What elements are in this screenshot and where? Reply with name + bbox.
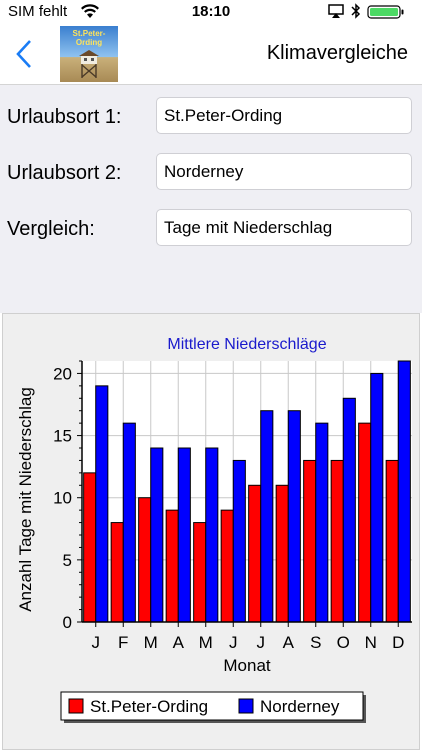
x-tick-label: A	[283, 633, 295, 652]
carrier-text: SIM fehlt	[8, 3, 68, 20]
x-tick-label: M	[144, 633, 158, 652]
x-tick-label: J	[257, 633, 266, 652]
bar-norderney	[287, 410, 301, 623]
bar-st-peter-ording	[248, 484, 262, 623]
bar-st-peter-ording	[385, 459, 399, 623]
comparison-form: Urlaubsort 1: St.Peter-Ording Urlaubsort…	[0, 85, 422, 313]
legend	[60, 691, 364, 721]
plot-area	[82, 361, 412, 622]
y-tick-label: 5	[63, 551, 72, 570]
x-tick-label: D	[392, 633, 404, 652]
back-chevron-icon[interactable]	[14, 38, 34, 70]
x-tick-label: F	[118, 633, 128, 652]
bar-st-peter-ording	[138, 497, 152, 623]
bar-st-peter-ording	[358, 422, 372, 623]
y-tick-label: 0	[63, 613, 72, 632]
airplay-icon	[328, 4, 344, 18]
bar-st-peter-ording	[110, 522, 124, 623]
bar-st-peter-ording	[330, 459, 344, 623]
status-time: 18:10	[191, 3, 231, 20]
x-tick-label: O	[337, 633, 350, 652]
y-axis-label: Anzahl Tage mit Niederschlag	[16, 387, 35, 612]
navigation-bar: St.Peter-Ording Klimavergleiche	[0, 24, 422, 85]
location-1-field[interactable]: St.Peter-Ording	[156, 97, 412, 134]
bar-norderney	[397, 360, 411, 623]
x-tick-label: N	[365, 633, 377, 652]
legend-swatch-st-peter-ording	[68, 698, 84, 714]
bar-st-peter-ording	[193, 522, 207, 623]
bar-st-peter-ording	[275, 484, 289, 623]
x-tick-label: S	[310, 633, 321, 652]
chart-title: Mittlere Niederschläge	[167, 336, 326, 353]
chart-panel: Mittlere Niederschläge 0 5 10 15 20 J F M A M J J A S O…	[2, 313, 420, 750]
bar-norderney	[232, 459, 246, 623]
x-tick-label: J	[92, 633, 101, 652]
thumbnail-title: St.Peter-Ording	[72, 29, 106, 47]
comparison-label: Vergleich:	[7, 218, 95, 240]
location-thumbnail: St.Peter-Ording	[60, 26, 118, 82]
bar-st-peter-ording	[220, 509, 234, 623]
stilt-house-icon	[79, 50, 99, 78]
location-2-field[interactable]: Norderney	[156, 153, 412, 190]
y-tick-label: 15	[53, 427, 72, 446]
wifi-icon	[81, 4, 99, 18]
location-1-label: Urlaubsort 1:	[7, 106, 122, 128]
bar-st-peter-ording	[83, 472, 97, 623]
bar-norderney	[177, 447, 191, 623]
x-tick-label: M	[199, 633, 213, 652]
y-tick-label: 10	[53, 489, 72, 508]
bar-norderney	[315, 422, 329, 623]
bluetooth-icon	[351, 3, 361, 19]
status-bar: SIM fehlt 18:10	[0, 0, 422, 24]
page-title: Klimavergleiche	[266, 42, 408, 64]
x-tick-label: J	[229, 633, 238, 652]
bar-norderney	[95, 385, 109, 623]
bar-norderney	[150, 447, 164, 623]
legend-label-norderney: Norderney	[260, 697, 340, 716]
bar-norderney	[342, 397, 356, 623]
battery-icon	[367, 5, 404, 19]
x-axis-label: Monat	[223, 656, 271, 675]
legend-label-st-peter-ording: St.Peter-Ording	[90, 697, 208, 716]
comparison-field[interactable]: Tage mit Niederschlag	[156, 209, 412, 246]
bar-st-peter-ording	[165, 509, 179, 623]
legend-swatch-norderney	[238, 698, 254, 714]
location-2-label: Urlaubsort 2:	[7, 162, 122, 184]
bar-norderney	[260, 410, 274, 623]
bar-norderney	[370, 372, 384, 623]
y-tick-label: 20	[53, 364, 72, 383]
bar-norderney	[205, 447, 219, 623]
bar-st-peter-ording	[303, 459, 317, 623]
bar-norderney	[122, 422, 136, 623]
x-tick-label: A	[173, 633, 185, 652]
